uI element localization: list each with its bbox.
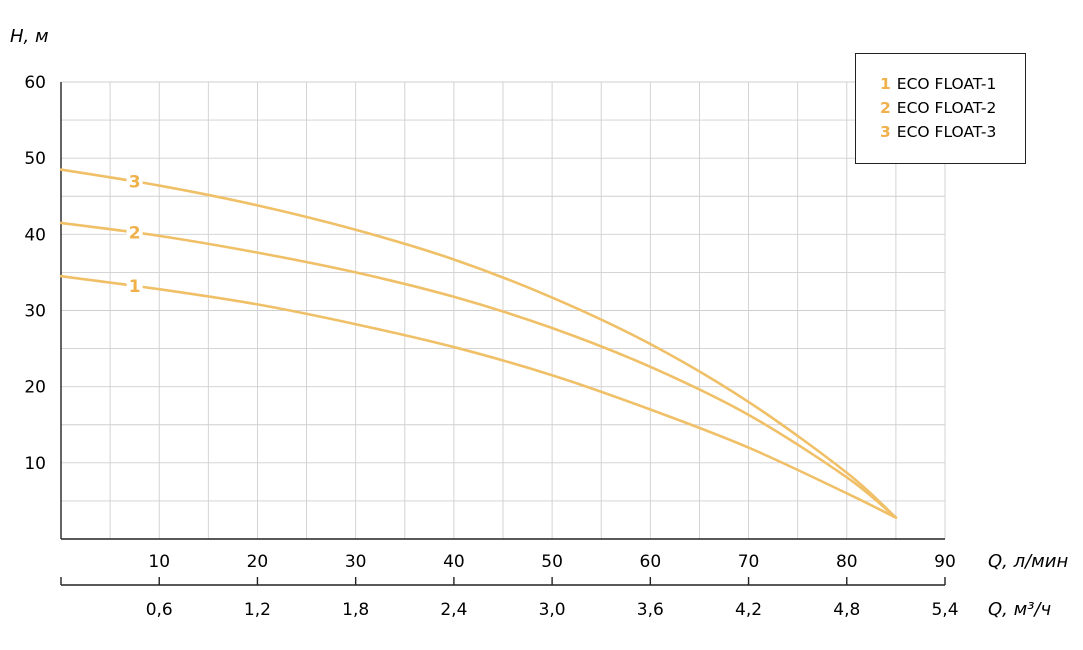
x-tick-label: 70 <box>738 552 760 572</box>
y-tick-label: 60 <box>24 73 46 93</box>
x2-axis-title: Q, м³/ч <box>988 599 1051 620</box>
x2-tick-label: 2,4 <box>440 600 467 620</box>
legend-num-1: 1 <box>880 75 891 93</box>
legend-num-3: 3 <box>880 123 891 141</box>
x2-tick-label: 3,6 <box>637 600 664 620</box>
y-tick-label: 30 <box>24 302 46 322</box>
series-label-3: 3 <box>129 173 141 193</box>
x-tick-label: 30 <box>345 552 367 572</box>
x-tick-label: 20 <box>247 552 269 572</box>
x-tick-label: 40 <box>443 552 465 572</box>
x-axis-title: Q, л/мин <box>988 551 1068 572</box>
legend-label-3: ECO FLOAT-3 <box>896 123 997 141</box>
x-tick-label: 60 <box>640 552 662 572</box>
series-label-bg-1 <box>126 276 143 295</box>
x2-tick-label: 1,2 <box>244 600 271 620</box>
x-tick-label: 80 <box>836 552 858 572</box>
x2-tick-label: 1,8 <box>342 600 369 620</box>
legend-item-3: 3 ECO FLOAT-3 <box>880 120 1025 144</box>
series-line-1 <box>59 274 898 519</box>
series-line-2 <box>59 221 898 519</box>
y-tick-label: 20 <box>24 378 46 398</box>
series-label-bg-3 <box>126 172 143 191</box>
x2-tick-label: 4,2 <box>735 600 762 620</box>
legend: 1 ECO FLOAT-1 2 ECO FLOAT-2 3 ECO FLOAT-3 <box>855 53 1026 164</box>
x2-tick-label: 0,6 <box>146 600 173 620</box>
legend-item-2: 2 ECO FLOAT-2 <box>880 96 1025 120</box>
legend-item-1: 1 ECO FLOAT-1 <box>880 72 1025 96</box>
legend-label-1: ECO FLOAT-1 <box>896 75 997 93</box>
x2-tick-label: 4,8 <box>833 600 860 620</box>
series-label-bg-2 <box>126 223 143 242</box>
series-line-3 <box>59 168 898 519</box>
series-label-2: 2 <box>129 224 141 244</box>
legend-label-2: ECO FLOAT-2 <box>896 99 997 117</box>
series-label-1: 1 <box>129 277 141 297</box>
y-axis-title: H, м <box>10 26 49 47</box>
x2-tick-label: 3,0 <box>539 600 566 620</box>
x2-tick-label: 5,4 <box>931 600 958 620</box>
y-tick-label: 40 <box>24 225 46 245</box>
x-tick-label: 50 <box>541 552 563 572</box>
y-tick-label: 50 <box>24 149 46 169</box>
x-tick-label: 90 <box>934 552 956 572</box>
y-tick-label: 10 <box>24 454 46 474</box>
legend-num-2: 2 <box>880 99 891 117</box>
x-tick-label: 10 <box>148 552 170 572</box>
